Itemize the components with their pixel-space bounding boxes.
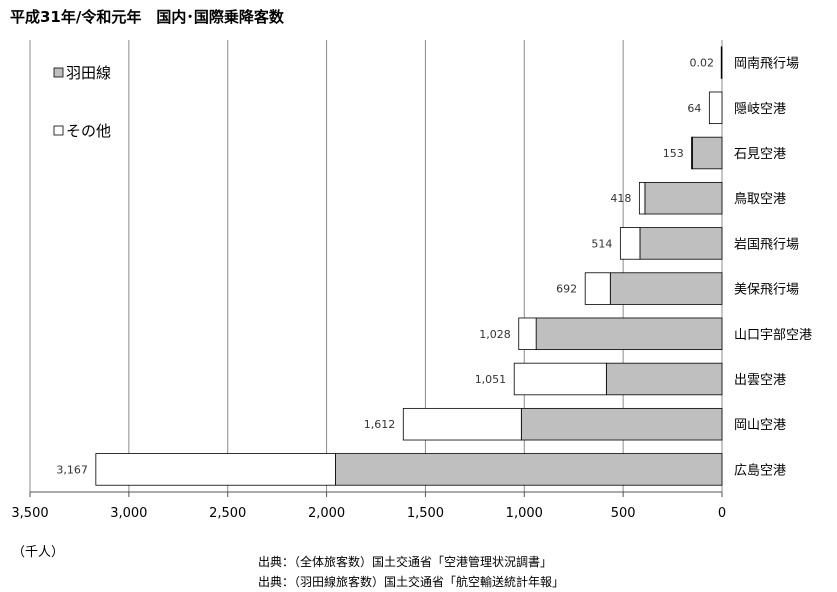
bar-other: [584, 272, 611, 305]
category-label: 岩国飛行場: [734, 237, 799, 252]
bar-haneda: [644, 181, 723, 215]
data-label: 153: [663, 147, 684, 160]
category-label: 出雲空港: [734, 373, 786, 388]
data-label: 1,051: [475, 373, 507, 386]
legend-swatch-other: [53, 125, 64, 136]
data-label: 0.02: [689, 57, 714, 70]
bar-haneda: [691, 136, 723, 170]
category-label: 山口宇部空港: [734, 328, 812, 343]
data-label: 64: [687, 102, 701, 115]
x-tick-label: 3,000: [110, 506, 147, 521]
legend-swatch-haneda: [53, 67, 64, 78]
source-line-2: 出典：（羽田線旅客数）国土交通省「航空輸送統計年報」: [258, 574, 564, 589]
x-tick-label: 2,000: [308, 506, 345, 521]
data-label: 514: [591, 237, 612, 250]
bar-haneda: [605, 362, 723, 396]
category-label: 美保飛行場: [734, 283, 799, 298]
bar-haneda: [639, 227, 723, 260]
bar-other: [95, 453, 336, 486]
bar-haneda: [609, 272, 723, 305]
data-label: 1,028: [479, 328, 511, 341]
data-label: 418: [610, 192, 631, 205]
category-label: 鳥取空港: [734, 192, 786, 207]
x-tick-label: 500: [611, 506, 636, 521]
bar-other: [513, 362, 607, 396]
legend-label-haneda: 羽田線: [66, 64, 111, 82]
category-label: 岡山空港: [734, 418, 786, 433]
bars: [95, 46, 723, 486]
x-axis: 0 500 1,000 1,500 2,000 2,500 3,000 3,500: [11, 491, 726, 521]
data-label: 3,167: [56, 463, 88, 476]
bar-other: [518, 317, 537, 351]
grid: [29, 40, 723, 492]
x-tick-label: 2,500: [209, 506, 246, 521]
value-labels: 0.02 64 153 418 514 692 1,028 1,051 1,612 3,167: [56, 57, 714, 477]
legend: 羽田線 その他: [53, 64, 111, 140]
x-tick-label: 1,000: [506, 506, 543, 521]
category-label: 隠岐空港: [734, 102, 786, 117]
category-label: 岡南飛行場: [734, 56, 799, 72]
x-tick-label: 0: [718, 506, 726, 521]
bar-haneda: [520, 407, 723, 441]
x-tick-label: 3,500: [11, 506, 48, 521]
x-tick-label: 1,500: [407, 506, 444, 521]
bar-other: [638, 181, 646, 215]
bar-other: [720, 46, 723, 79]
source-line-1: 出典：（全体旅客数）国土交通省「空港管理状況調書」: [258, 554, 552, 569]
unit-label: （千人）: [12, 545, 64, 560]
bar-other: [708, 91, 723, 125]
category-labels: 岡南飛行場隠岐空港石見空港鳥取空港岩国飛行場美保飛行場山口宇部空港出雲空港岡山空…: [734, 56, 812, 479]
legend-label-other: その他: [66, 122, 111, 140]
category-label: 石見空港: [734, 147, 786, 162]
data-label: 1,612: [364, 418, 396, 431]
data-label: 692: [556, 283, 577, 296]
bar-haneda: [535, 317, 723, 351]
bar-other: [402, 407, 522, 441]
category-label: 広島空港: [734, 463, 786, 478]
bar-other: [619, 227, 641, 260]
bar-other: [691, 136, 693, 170]
chart-title: 平成31年/令和元年 国内･国際乗降客数: [10, 8, 285, 26]
bar-haneda: [335, 453, 723, 486]
